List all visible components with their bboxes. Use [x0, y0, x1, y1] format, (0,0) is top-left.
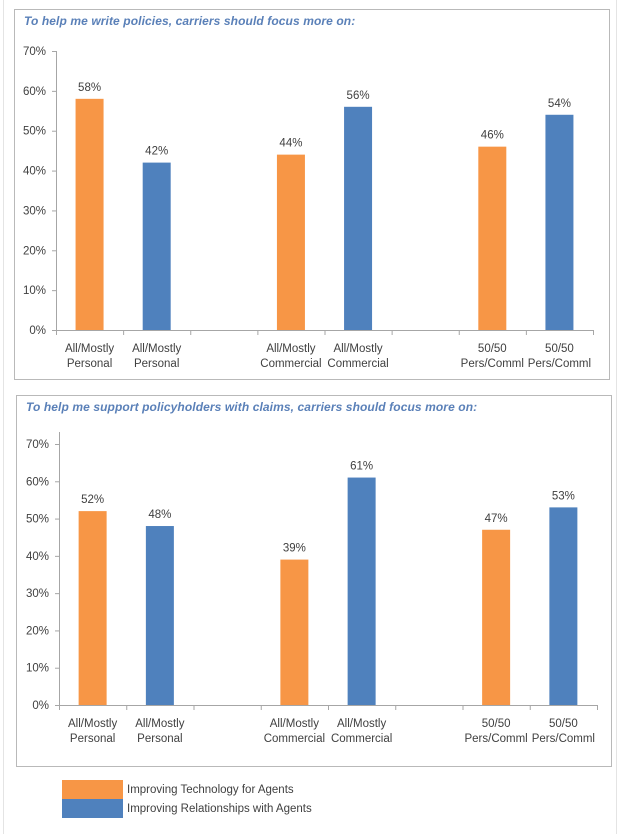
- x-category-label: All/Mostly: [266, 343, 315, 355]
- data-label: 53%: [552, 490, 575, 502]
- y-tick-label: 60%: [26, 476, 49, 488]
- y-tick-label: 20%: [26, 625, 49, 637]
- x-category-label: All/Mostly: [65, 343, 114, 355]
- chart-title: To help me support policyholders with cl…: [26, 400, 478, 414]
- bar-technology: [280, 559, 309, 705]
- x-category-label: All/Mostly: [135, 718, 184, 730]
- data-label: 39%: [283, 543, 306, 555]
- x-category-label: Commercial: [260, 358, 321, 370]
- y-tick-label: 0%: [32, 700, 49, 712]
- legend-label: Improving Technology for Agents: [127, 783, 294, 796]
- y-tick-label: 50%: [23, 126, 46, 138]
- x-category-label: Pers/Comml: [461, 358, 524, 370]
- x-category-label: All/Mostly: [132, 343, 181, 355]
- y-tick-label: 30%: [23, 205, 46, 217]
- bar-technology: [276, 154, 305, 330]
- x-category-label: Commercial: [331, 733, 392, 745]
- x-category-label: Personal: [70, 733, 115, 745]
- y-tick-label: 70%: [26, 439, 49, 451]
- bar-relationships: [142, 162, 171, 330]
- bar-technology: [482, 529, 511, 705]
- data-label: 52%: [81, 494, 104, 506]
- x-category-label: All/Mostly: [68, 718, 117, 730]
- bar-relationships: [545, 114, 574, 331]
- x-category-label: Personal: [137, 733, 182, 745]
- x-category-label: Pers/Comml: [464, 733, 527, 745]
- x-category-label: Personal: [134, 358, 179, 370]
- x-category-label: 50/50: [478, 343, 507, 355]
- bar-technology: [75, 98, 104, 330]
- bar-technology: [78, 511, 107, 705]
- x-category-label: Pers/Comml: [528, 358, 591, 370]
- data-label: 47%: [485, 513, 508, 525]
- y-tick-label: 0%: [29, 325, 46, 337]
- data-label: 61%: [350, 461, 373, 473]
- page-frame: [3, 0, 617, 834]
- x-category-label: 50/50: [549, 718, 578, 730]
- x-category-label: Commercial: [327, 358, 388, 370]
- x-category-label: 50/50: [482, 718, 511, 730]
- data-label: 54%: [548, 98, 571, 110]
- y-tick-label: 20%: [23, 245, 46, 257]
- bar-relationships: [347, 477, 376, 705]
- y-tick-label: 30%: [26, 588, 49, 600]
- legend-item-technology: Improving Technology for Agents: [62, 780, 312, 799]
- x-category-label: 50/50: [545, 343, 574, 355]
- x-category-label: All/Mostly: [333, 343, 382, 355]
- y-tick-label: 50%: [26, 514, 49, 526]
- legend-label: Improving Relationships with Agents: [127, 802, 312, 815]
- x-category-label: Commercial: [264, 733, 325, 745]
- bar-relationships: [344, 106, 373, 330]
- data-label: 58%: [78, 82, 101, 94]
- y-tick-label: 40%: [26, 551, 49, 563]
- data-label: 44%: [279, 138, 302, 150]
- data-label: 42%: [145, 146, 168, 158]
- x-category-label: Pers/Comml: [532, 733, 595, 745]
- legend-swatch-relationships: [62, 799, 123, 818]
- y-tick-label: 10%: [23, 285, 46, 297]
- data-label: 48%: [148, 509, 171, 521]
- x-category-label: All/Mostly: [270, 718, 319, 730]
- x-category-label: All/Mostly: [337, 718, 386, 730]
- chart-panel-write-policies: To help me write policies, carriers shou…: [14, 9, 610, 380]
- bar-technology: [478, 146, 507, 330]
- legend-swatch-technology: [62, 780, 123, 799]
- legend: Improving Technology for Agents Improvin…: [62, 780, 312, 818]
- data-label: 46%: [481, 130, 504, 142]
- legend-item-relationships: Improving Relationships with Agents: [62, 799, 312, 818]
- y-tick-label: 10%: [26, 663, 49, 675]
- y-tick-label: 60%: [23, 86, 46, 98]
- y-tick-label: 40%: [23, 166, 46, 178]
- y-tick-label: 70%: [23, 46, 46, 58]
- x-category-label: Personal: [67, 358, 112, 370]
- data-label: 56%: [347, 90, 370, 102]
- bar-relationships: [549, 507, 578, 705]
- bar-relationships: [145, 526, 174, 705]
- chart-title: To help me write policies, carriers shou…: [24, 14, 356, 28]
